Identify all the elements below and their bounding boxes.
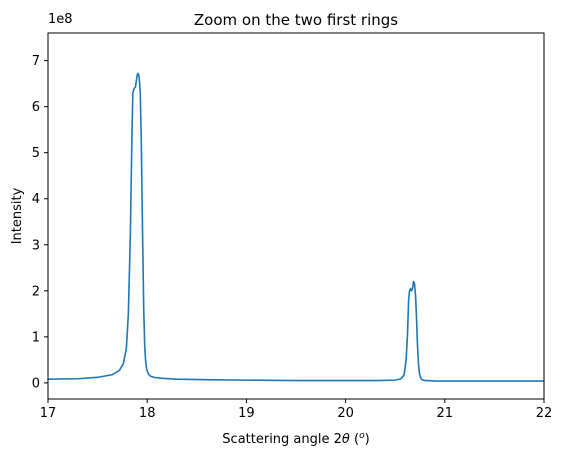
x-tick-label: 19 bbox=[238, 406, 255, 421]
x-axis-label-degree: o bbox=[359, 431, 365, 441]
y-tick-label: 5 bbox=[32, 146, 40, 161]
y-axis-label: Intensity bbox=[10, 187, 25, 244]
x-tick-label: 18 bbox=[139, 406, 156, 421]
x-tick-label: 17 bbox=[40, 406, 57, 421]
y-axis-ticks: 0 1 2 3 4 5 6 7 bbox=[32, 54, 48, 391]
y-tick-label: 2 bbox=[32, 284, 40, 299]
x-axis-label: Scattering angle 2θ (o) bbox=[222, 431, 369, 447]
y-tick-label: 0 bbox=[32, 376, 40, 391]
chart-title: Zoom on the two first rings bbox=[194, 11, 398, 29]
y-tick-label: 1 bbox=[32, 330, 40, 345]
x-axis-label-open: ( bbox=[350, 432, 359, 447]
x-tick-label: 21 bbox=[437, 406, 454, 421]
y-offset-label: 1e8 bbox=[48, 12, 73, 27]
x-axis-label-prefix: Scattering angle 2 bbox=[222, 432, 342, 447]
x-axis-label-close: ) bbox=[365, 432, 370, 447]
x-tick-label: 20 bbox=[337, 406, 354, 421]
plot-frame bbox=[47, 32, 545, 400]
x-axis-ticks: 17 18 19 20 21 22 bbox=[40, 399, 553, 421]
x-axis-label-theta: θ bbox=[342, 432, 350, 447]
y-tick-label: 4 bbox=[32, 192, 40, 207]
y-tick-label: 6 bbox=[32, 100, 40, 115]
y-tick-label: 7 bbox=[32, 54, 40, 69]
series-line bbox=[47, 72, 545, 382]
plot-area bbox=[47, 72, 545, 382]
x-tick-label: 22 bbox=[536, 406, 553, 421]
y-tick-label: 3 bbox=[32, 238, 40, 253]
